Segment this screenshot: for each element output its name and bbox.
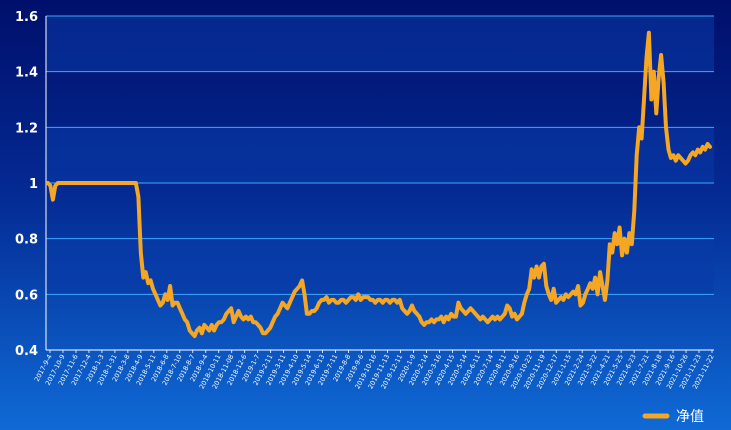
y-tick-label: 0.6 [15, 288, 38, 303]
y-tick-label: 1.2 [15, 121, 38, 136]
grid-lines [46, 15, 714, 351]
y-tick-label: 1.4 [15, 66, 38, 81]
y-tick-label: 1.6 [15, 10, 38, 25]
grid-band [46, 16, 714, 72]
y-tick-label: 0.8 [15, 233, 38, 248]
series-line-nav [46, 30, 712, 339]
legend-label: 净值 [676, 409, 704, 425]
series-group [46, 30, 712, 339]
y-axis-tick-labels: 0.4 0.6 0.8 1 1.2 1.4 1.6 [15, 10, 38, 359]
x-axis-tick-labels: 2017-9-42017-10-92017-11-62017-12-42018-… [33, 350, 716, 390]
legend[interactable]: 净值 [642, 409, 704, 425]
grid-band [46, 127, 714, 183]
y-tick-label: 1 [29, 177, 38, 192]
y-tick-label: 0.4 [15, 344, 38, 359]
